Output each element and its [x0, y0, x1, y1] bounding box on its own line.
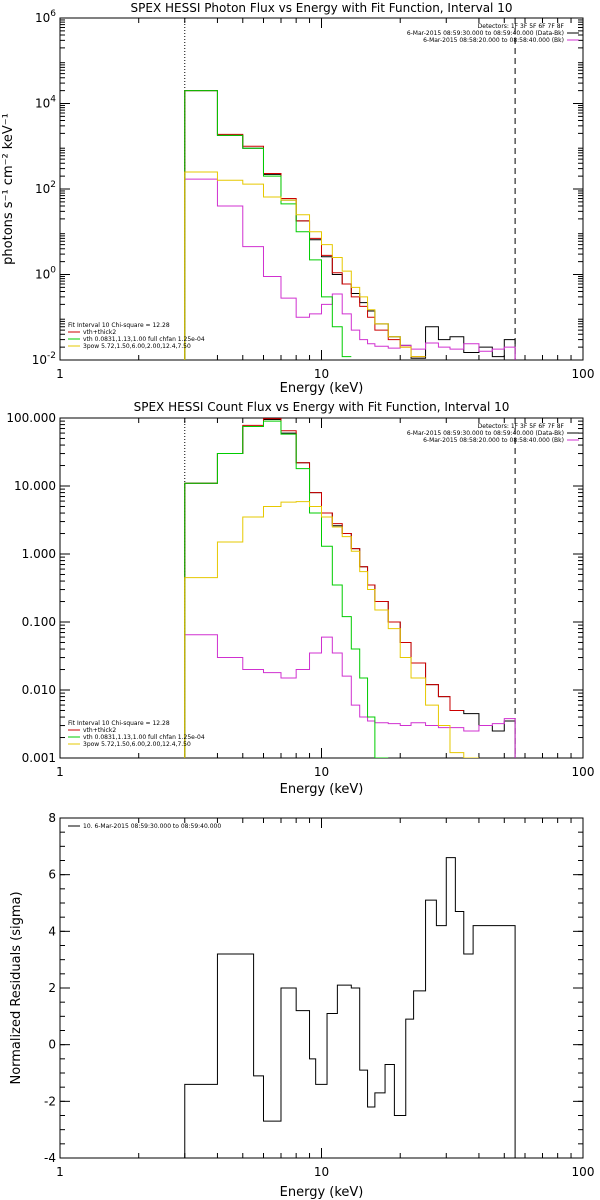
y-tick-label: 104 — [35, 95, 56, 111]
y-tick-label: 0 — [48, 1038, 56, 1052]
legend-entry: 6-Mar-2015 08:58:20.000 to 08:58:40.000 … — [423, 37, 564, 44]
x-tick-label: 100 — [572, 765, 595, 779]
y-tick-label: 4 — [48, 924, 56, 938]
x-axis-label: Energy (keV) — [280, 782, 364, 797]
series-line-4 — [184, 171, 426, 360]
series-line-0 — [184, 857, 516, 1158]
y-tick-label: 0.100 — [22, 615, 56, 629]
x-tick-label: 1 — [56, 367, 64, 381]
legend-left: Fit Interval 10 Chi-square = 12.28vth+th… — [68, 322, 205, 350]
y-axis-label: photons s⁻¹ cm⁻² keV⁻¹ — [1, 113, 16, 265]
legend-left: Fit Interval 10 Chi-square = 12.28vth+th… — [68, 720, 205, 748]
legend-header: Fit Interval 10 Chi-square = 12.28 — [68, 720, 170, 727]
y-tick-base: 10 — [35, 11, 50, 25]
series-line-4 — [184, 501, 479, 758]
chart-panel-3: 1 10 100 Energy (keV) -4 -2 0 2 4 6 8 Normalized Re… — [9, 811, 594, 1200]
y-tick-label: 8 — [48, 811, 56, 825]
y-tick-label: -4 — [44, 1151, 56, 1165]
y-tick-base: 10 — [35, 268, 50, 282]
y-tick-label: 10-2 — [32, 351, 56, 367]
x-tick-label: 10 — [314, 1165, 329, 1179]
legend-entry: vth+thick2 — [83, 727, 116, 734]
x-tick-label: 100 — [572, 1165, 595, 1179]
series-line-2 — [184, 90, 426, 360]
legend-right: Detectors: 1F 3F 5F 6F 7F 8F6-Mar-2015 0… — [407, 423, 579, 444]
y-tick-exponent: 0 — [50, 266, 56, 276]
x-tick-label: 100 — [572, 367, 595, 381]
legend-entry: 6-Mar-2015 08:59:30.000 to 08:59:40.000 … — [407, 430, 564, 437]
series-line-0 — [184, 90, 516, 360]
series-line-3 — [184, 90, 352, 360]
y-tick-label: 100.000 — [6, 411, 56, 425]
plot-frame — [59, 817, 584, 1159]
legend-header: Fit Interval 10 Chi-square = 12.28 — [68, 322, 170, 329]
chart-title: SPEX HESSI Count Flux vs Energy with Fit… — [134, 400, 510, 414]
plot-frame — [59, 417, 584, 759]
series-line-2 — [184, 418, 464, 758]
chart-panel-2: SPEX HESSI Count Flux vs Energy with Fit… — [6, 400, 594, 797]
y-tick-label: 0.010 — [22, 683, 56, 697]
x-tick-label: 10 — [314, 367, 329, 381]
legend-right: Detectors: 1F 3F 5F 6F 7F 8F6-Mar-2015 0… — [407, 23, 579, 44]
y-tick-label: 100 — [35, 266, 56, 282]
legend-entry: vth+thick2 — [83, 329, 116, 336]
y-tick-exponent: 6 — [50, 9, 56, 19]
legend-entry: vth 0.0831,1.13,1.00 full chfan 1.25e-04 — [83, 336, 205, 343]
y-tick-base: 10 — [35, 182, 50, 196]
y-tick-label: 102 — [35, 180, 56, 196]
series-line-3 — [184, 420, 389, 758]
y-tick-label: 1.000 — [22, 547, 56, 561]
series-group — [184, 857, 516, 1158]
y-tick-label: 106 — [35, 9, 56, 25]
x-tick-label: 1 — [56, 1165, 64, 1179]
y-tick-label: 6 — [48, 868, 56, 882]
y-tick-base: 10 — [35, 97, 50, 111]
series-line-1 — [184, 634, 516, 758]
legend-entry: 6-Mar-2015 08:58:20.000 to 08:58:40.000 … — [423, 437, 564, 444]
x-tick-label: 1 — [56, 765, 64, 779]
y-tick-exponent: 2 — [50, 180, 56, 190]
y-tick-label: -2 — [44, 1094, 56, 1108]
x-axis-label: Energy (keV) — [280, 1185, 364, 1200]
series-group — [184, 90, 516, 360]
x-tick-label: 10 — [314, 765, 329, 779]
y-axis-label: Normalized Residuals (sigma) — [9, 891, 24, 1084]
y-tick-label: 2 — [48, 981, 56, 995]
legend-header: Detectors: 1F 3F 5F 6F 7F 8F — [478, 23, 565, 30]
chart-title: SPEX HESSI Photon Flux vs Energy with Fi… — [131, 1, 513, 15]
y-tick-base: 10 — [32, 353, 47, 367]
legend-entry: 3pow 5.72,1.50,6.00,2.00,12.4,7.50 — [83, 343, 191, 350]
y-tick-label: 0.001 — [22, 751, 56, 765]
x-axis-label: Energy (keV) — [280, 381, 364, 396]
y-tick-exponent: -2 — [47, 351, 56, 361]
legend-left: 10. 6-Mar-2015 08:59:30.000 to 08:59:40.… — [68, 823, 221, 830]
chart-panel-1: SPEX HESSI Photon Flux vs Energy with Fi… — [1, 1, 594, 396]
series-line-1 — [184, 178, 516, 360]
legend-entry: vth 0.0831,1.13,1.00 full chfan 1.25e-04 — [83, 734, 205, 741]
series-line-0 — [184, 419, 516, 758]
legend-header: Detectors: 1F 3F 5F 6F 7F 8F — [478, 423, 565, 430]
y-tick-label: 10.000 — [14, 479, 56, 493]
legend-entry: 3pow 5.72,1.50,6.00,2.00,12.4,7.50 — [83, 741, 191, 748]
legend-entry: 6-Mar-2015 08:59:30.000 to 08:59:40.000 … — [407, 30, 564, 37]
series-group — [184, 418, 516, 758]
legend-entry: 10. 6-Mar-2015 08:59:30.000 to 08:59:40.… — [83, 823, 221, 830]
y-tick-exponent: 4 — [50, 95, 56, 105]
